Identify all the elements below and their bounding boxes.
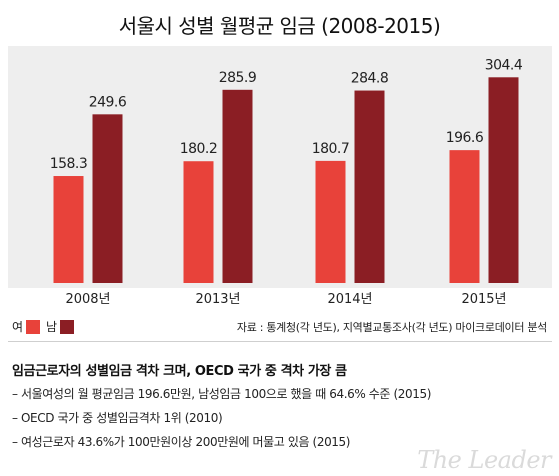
data-label: 180.2 <box>180 141 218 157</box>
bar-female <box>315 160 346 283</box>
x-tick-label: 2008년 <box>65 292 110 307</box>
legend: 여 남 <box>12 318 80 335</box>
x-tick-label: 2014년 <box>327 292 372 307</box>
data-label: 304.4 <box>485 57 523 73</box>
bar-female <box>183 161 214 283</box>
legend-swatch-female <box>26 319 41 334</box>
legend-swatch-male <box>60 319 75 334</box>
bar-female <box>449 150 480 283</box>
note-line: – 여성근로자 43.6%가 100만원이상 200만원에 머물고 있음 (20… <box>12 435 351 449</box>
bar-female <box>53 176 84 283</box>
data-label: 284.8 <box>351 71 389 87</box>
legend-label-male: 남 <box>46 320 58 334</box>
divider <box>8 341 552 342</box>
legend-item-female: 여 <box>12 318 41 335</box>
notes-heading: 임금근로자의 성별임금 격차 크며, OECD 국가 중 격차 가장 큼 <box>12 364 347 379</box>
source-note: 자료 : 통계청(각 년도), 지역별교통조사(각 년도) 마이크로데이터 분석 <box>236 321 547 334</box>
watermark-logo: The Leader <box>417 446 551 474</box>
bar-male <box>488 77 519 283</box>
note-line: – 서울여성의 월 평균임금 196.6만원, 남성임금 100으로 했을 때 … <box>12 387 431 401</box>
note-line: – OECD 국가 중 성별임금격차 1위 (2010) <box>12 411 223 425</box>
data-label: 285.9 <box>219 70 257 86</box>
x-tick-label: 2015년 <box>461 292 506 307</box>
data-label: 180.7 <box>312 141 350 157</box>
data-label: 158.3 <box>50 156 88 172</box>
bar-male <box>222 89 253 284</box>
bar-male <box>92 114 123 284</box>
bar-chart: 158.3 249.6 2008년 180.2 285.9 2013년 180.7 284.8… <box>50 57 524 307</box>
data-label: 249.6 <box>89 94 127 110</box>
bar-male <box>354 90 385 283</box>
x-tick-label: 2013년 <box>195 292 240 307</box>
notes-section: 임금근로자의 성별임금 격차 크며, OECD 국가 중 격차 가장 큼 – 서… <box>12 360 552 457</box>
chart-title: 서울시 성별 월평균 임금 (2008-2015) <box>118 14 441 38</box>
data-label: 196.6 <box>446 130 484 146</box>
legend-label-female: 여 <box>12 320 24 334</box>
legend-item-male: 남 <box>46 318 75 335</box>
